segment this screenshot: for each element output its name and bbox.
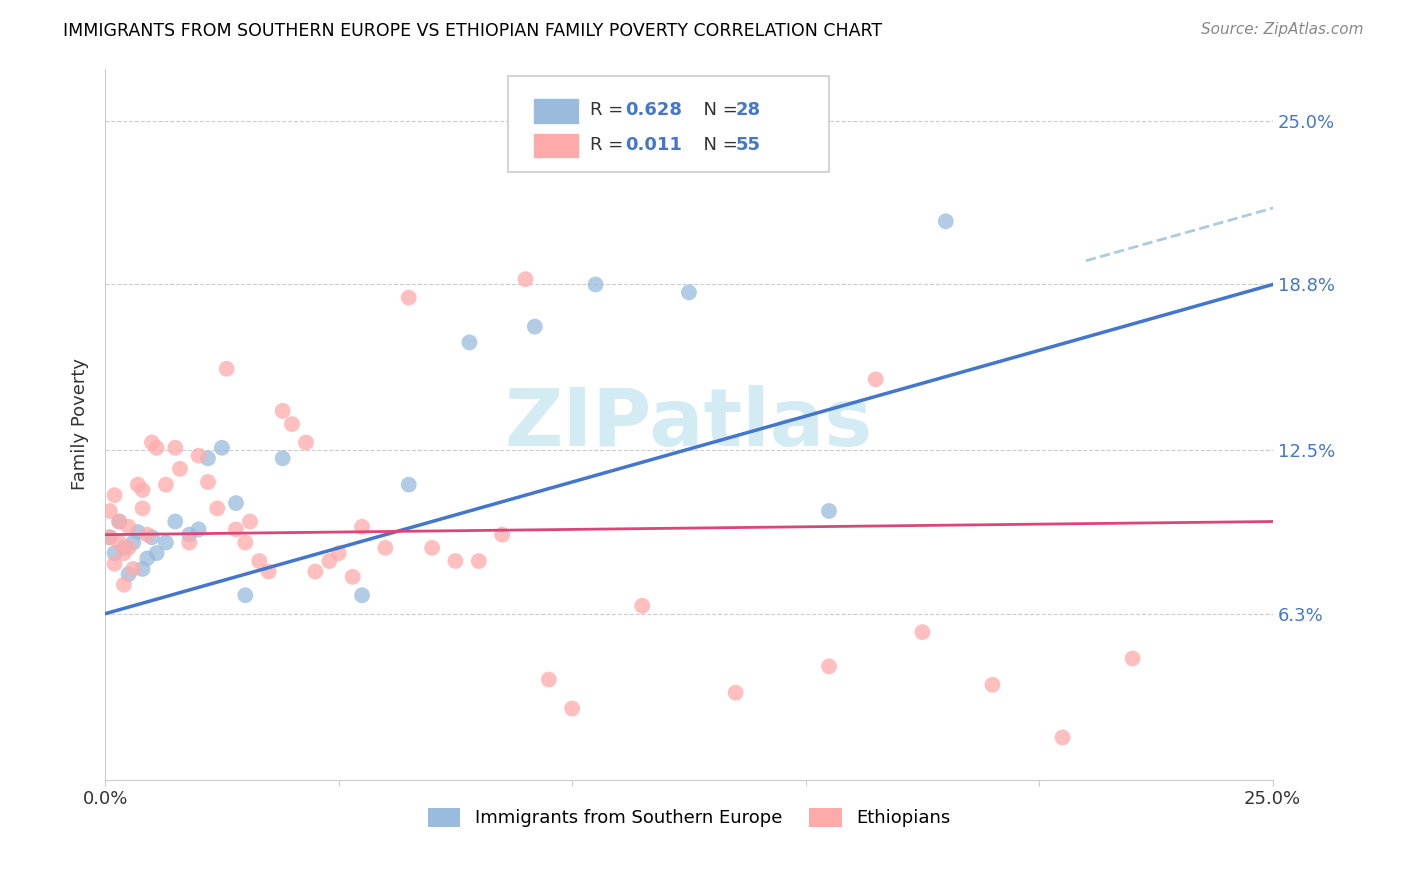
Point: [108, 515, 131, 529]
Text: N =: N =: [692, 136, 744, 153]
Text: 55: 55: [735, 136, 761, 153]
Bar: [534, 99, 578, 122]
Point: [207, 501, 229, 516]
Point: [515, 272, 537, 286]
Text: Source: ZipAtlas.com: Source: ZipAtlas.com: [1201, 22, 1364, 37]
Point: [108, 515, 131, 529]
Point: [352, 588, 374, 602]
Point: [537, 673, 560, 687]
Point: [420, 541, 443, 555]
Point: [145, 441, 167, 455]
Point: [444, 554, 467, 568]
Point: [122, 535, 145, 549]
Point: [141, 530, 163, 544]
Point: [112, 578, 135, 592]
Point: [318, 554, 340, 568]
Point: [155, 477, 177, 491]
Point: [103, 557, 125, 571]
Point: [328, 546, 350, 560]
Point: [215, 361, 238, 376]
Point: [352, 520, 374, 534]
Point: [631, 599, 654, 613]
Point: [108, 535, 131, 549]
Point: [112, 541, 135, 555]
Point: [136, 527, 159, 541]
Point: [145, 546, 167, 560]
Point: [257, 565, 280, 579]
Point: [131, 562, 153, 576]
Point: [112, 546, 135, 560]
Point: [585, 277, 607, 292]
FancyBboxPatch shape: [508, 76, 830, 171]
Point: [103, 488, 125, 502]
Point: [136, 551, 159, 566]
Point: [295, 435, 318, 450]
Point: [155, 535, 177, 549]
Point: [179, 535, 201, 549]
Point: [131, 483, 153, 497]
Point: [342, 570, 364, 584]
Text: R =: R =: [589, 101, 628, 119]
Text: 0.628: 0.628: [624, 101, 682, 119]
Point: [678, 285, 700, 300]
Point: [127, 524, 149, 539]
Point: [98, 530, 121, 544]
Point: [724, 686, 747, 700]
Text: 0.011: 0.011: [624, 136, 682, 153]
Point: [1122, 651, 1144, 665]
Text: R =: R =: [589, 136, 628, 153]
Point: [271, 451, 294, 466]
Point: [98, 504, 121, 518]
Point: [197, 451, 219, 466]
Point: [239, 515, 262, 529]
Point: [865, 372, 887, 386]
Text: N =: N =: [692, 101, 744, 119]
Point: [141, 435, 163, 450]
Point: [491, 527, 513, 541]
Point: [818, 659, 841, 673]
Point: [233, 535, 256, 549]
Point: [398, 291, 420, 305]
Point: [281, 417, 304, 431]
Bar: [534, 134, 578, 157]
Point: [117, 541, 139, 555]
Point: [131, 501, 153, 516]
Point: [374, 541, 396, 555]
Point: [211, 441, 233, 455]
Point: [398, 477, 420, 491]
Point: [981, 678, 1004, 692]
Point: [197, 475, 219, 489]
Point: [98, 530, 121, 544]
Point: [225, 496, 247, 510]
Point: [271, 404, 294, 418]
Y-axis label: Family Poverty: Family Poverty: [72, 358, 89, 490]
Point: [179, 527, 201, 541]
Point: [169, 462, 191, 476]
Point: [117, 520, 139, 534]
Point: [122, 562, 145, 576]
Text: 28: 28: [735, 101, 761, 119]
Point: [911, 625, 934, 640]
Point: [165, 515, 187, 529]
Point: [103, 546, 125, 560]
Point: [187, 523, 209, 537]
Point: [117, 567, 139, 582]
Point: [818, 504, 841, 518]
Legend: Immigrants from Southern Europe, Ethiopians: Immigrants from Southern Europe, Ethiopi…: [420, 801, 957, 835]
Text: IMMIGRANTS FROM SOUTHERN EUROPE VS ETHIOPIAN FAMILY POVERTY CORRELATION CHART: IMMIGRANTS FROM SOUTHERN EUROPE VS ETHIO…: [63, 22, 883, 40]
Point: [247, 554, 270, 568]
Point: [127, 477, 149, 491]
Point: [935, 214, 957, 228]
Point: [1052, 731, 1074, 745]
Point: [468, 554, 491, 568]
Point: [187, 449, 209, 463]
Point: [523, 319, 546, 334]
Text: ZIPatlas: ZIPatlas: [505, 385, 873, 463]
Point: [233, 588, 256, 602]
Point: [225, 523, 247, 537]
Point: [304, 565, 326, 579]
Point: [561, 701, 583, 715]
Point: [165, 441, 187, 455]
Point: [458, 335, 481, 350]
